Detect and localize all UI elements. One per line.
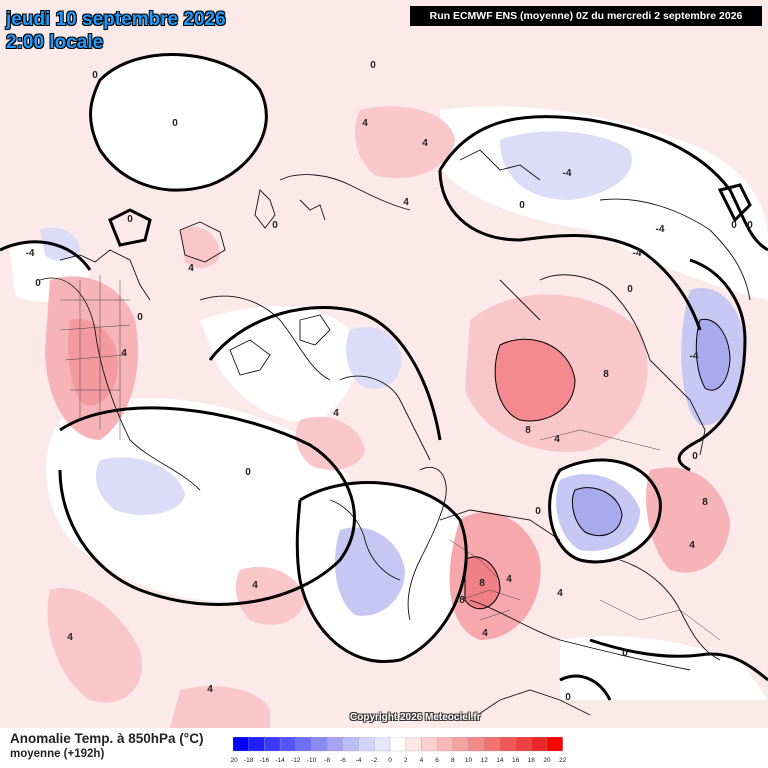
- contour-label: -4: [26, 248, 35, 259]
- run-info: Run ECMWF ENS (moyenne) 0Z du mercredi 2…: [410, 6, 762, 26]
- contour-label: 0: [692, 451, 698, 462]
- legend-tick-label: 2: [404, 757, 408, 764]
- contour-label: 4: [121, 348, 127, 359]
- legend-swatch: [327, 737, 344, 752]
- legend-tick-label: -14: [275, 757, 285, 764]
- contour-label: -4: [633, 248, 642, 259]
- contour-label: 8: [479, 578, 485, 589]
- legend-tick-label: 16: [512, 757, 520, 764]
- legend-swatch: [546, 737, 563, 752]
- legend-swatch: [452, 737, 469, 752]
- legend-tick-label: 0: [388, 757, 392, 764]
- legend-swatch: [436, 737, 453, 752]
- contour-label: 0: [565, 692, 571, 703]
- legend-tick-label: -20: [230, 757, 238, 764]
- legend-tick-label: 4: [420, 757, 424, 764]
- contour-label: 0: [92, 70, 98, 81]
- legend-tick-label: 20: [543, 757, 551, 764]
- contour-label: 0: [272, 220, 278, 231]
- anomaly-map: 0 0 0 0 0 0 0 0 0 0 0 0 0 0 0 0 4 4 4 4 …: [0, 0, 768, 728]
- legend-swatch: [232, 737, 249, 752]
- contour-label: 4: [403, 197, 409, 208]
- contour-label: 4: [422, 138, 428, 149]
- contour-label: 4: [207, 684, 213, 695]
- zero-contours: [0, 53, 768, 701]
- contour-label: 8: [702, 497, 708, 508]
- contour-label: 0: [35, 278, 41, 289]
- legend-tick-label: -10: [307, 757, 317, 764]
- legend-swatch: [295, 737, 312, 752]
- contour-label: 8: [525, 425, 531, 436]
- contour-label: 0: [627, 284, 633, 295]
- copyright: Copyright 2026 Meteociel.fr: [350, 712, 481, 723]
- legend-swatch: [405, 737, 422, 752]
- parameter-title: Anomalie Temp. à 850hPa (°C): [10, 731, 204, 746]
- contour-label: 0: [519, 200, 525, 211]
- contour-labels: 0 0 0 0 0 0 0 0 0 0 0 0 0 0 0 0 4 4 4 4 …: [26, 60, 754, 703]
- legend-swatch: [531, 737, 548, 752]
- contour-label: 4: [482, 628, 488, 639]
- contour-label: 8: [459, 595, 465, 606]
- legend-swatch: [389, 737, 406, 752]
- legend-tick-label: -18: [244, 757, 254, 764]
- legend-swatch: [468, 737, 485, 752]
- legend-tick-label: 10: [465, 757, 473, 764]
- anomaly-contours: [464, 318, 731, 610]
- contour-label: 0: [731, 220, 737, 231]
- legend-swatch: [484, 737, 501, 752]
- legend-swatch: [279, 737, 296, 752]
- contour-label: 4: [689, 540, 695, 551]
- contour-label: -4: [656, 224, 665, 235]
- legend-tick-label: -12: [291, 757, 301, 764]
- color-legend: -20-18-16-14-12-10-8-6-4-202468101214161…: [230, 737, 566, 764]
- legend-swatch: [264, 737, 281, 752]
- contour-label: 4: [333, 408, 339, 419]
- legend-swatch: [248, 737, 265, 752]
- contour-label: 0: [245, 467, 251, 478]
- contour-label: 0: [127, 214, 133, 225]
- mean-label: moyenne (+192h): [10, 748, 105, 760]
- legend-tick-label: 14: [496, 757, 504, 764]
- forecast-date: jeudi 10 septembre 2026: [6, 9, 226, 30]
- legend-swatch: [499, 737, 516, 752]
- legend-swatch: [358, 737, 375, 752]
- legend-tick-label: 12: [481, 757, 489, 764]
- legend-swatch: [311, 737, 328, 752]
- legend-swatch: [374, 737, 391, 752]
- contour-label: 0: [535, 506, 541, 517]
- legend-swatch: [421, 737, 438, 752]
- borders: [59, 275, 721, 641]
- legend-tick-label: -6: [340, 757, 346, 764]
- contour-label: 4: [554, 434, 560, 445]
- contour-label: 0: [370, 60, 376, 71]
- contour-label: 0: [172, 118, 178, 129]
- legend-tick-label: -16: [260, 757, 270, 764]
- contour-label: -4: [690, 351, 699, 362]
- legend-tick-label: 8: [451, 757, 455, 764]
- contour-label: 0: [622, 648, 628, 659]
- legend-tick-label: 18: [528, 757, 536, 764]
- contour-label: 4: [188, 263, 194, 274]
- contour-label: 4: [67, 632, 73, 643]
- contour-label: -4: [563, 168, 572, 179]
- warm-anomalies: [45, 106, 730, 728]
- contour-label: 8: [603, 369, 609, 380]
- legend-swatch: [515, 737, 532, 752]
- contour-label: 0: [747, 220, 753, 231]
- contour-label: 0: [137, 312, 143, 323]
- legend-tick-label: -8: [324, 757, 330, 764]
- contour-label: 4: [506, 574, 512, 585]
- legend-tick-label: -2: [371, 757, 377, 764]
- legend-tick-label: -4: [356, 757, 362, 764]
- legend-tick-label: 6: [435, 757, 439, 764]
- contour-label: 4: [557, 588, 563, 599]
- contour-label: 4: [362, 118, 368, 129]
- contour-label: 4: [252, 580, 258, 591]
- legend-swatch: [342, 737, 359, 752]
- legend-tick-label: 22: [559, 757, 566, 764]
- forecast-time: 2:00 locale: [6, 32, 104, 53]
